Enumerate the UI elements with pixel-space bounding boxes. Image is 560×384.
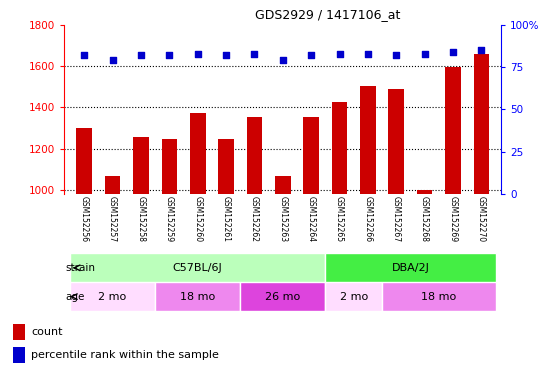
Point	[449, 49, 458, 55]
Point	[80, 52, 88, 58]
Text: GSM152270: GSM152270	[477, 196, 486, 242]
Text: GSM152261: GSM152261	[222, 196, 231, 242]
Bar	[155, 282, 240, 311]
Text: DBA/2J: DBA/2J	[391, 263, 430, 273]
Text: GSM152266: GSM152266	[363, 196, 372, 242]
Point	[307, 52, 316, 58]
Bar	[77, 128, 92, 194]
Bar	[70, 282, 155, 311]
Point	[477, 47, 486, 53]
Text: GSM152256: GSM152256	[80, 196, 88, 242]
Bar	[13, 347, 25, 363]
Bar	[133, 137, 149, 194]
Text: C57BL/6J: C57BL/6J	[173, 263, 222, 273]
Text: 18 mo: 18 mo	[180, 291, 216, 302]
Point	[278, 57, 287, 63]
Point	[165, 52, 174, 58]
Text: GSM152262: GSM152262	[250, 196, 259, 242]
Bar	[13, 324, 25, 340]
Point	[335, 51, 344, 57]
Text: GSM152259: GSM152259	[165, 196, 174, 242]
Bar	[389, 89, 404, 194]
Text: 18 mo: 18 mo	[421, 291, 456, 302]
Bar	[325, 253, 496, 282]
Bar	[246, 117, 262, 194]
Bar	[382, 282, 496, 311]
Text: GSM152264: GSM152264	[307, 196, 316, 242]
Text: GSM152257: GSM152257	[108, 196, 117, 242]
Bar	[332, 102, 347, 194]
Bar	[360, 86, 376, 194]
Text: 26 mo: 26 mo	[265, 291, 300, 302]
Text: GSM152260: GSM152260	[193, 196, 202, 242]
Text: GSM152258: GSM152258	[137, 196, 146, 242]
Bar	[474, 54, 489, 194]
Bar	[105, 176, 120, 194]
Bar	[325, 282, 382, 311]
Text: GSM152265: GSM152265	[335, 196, 344, 242]
Text: GSM152267: GSM152267	[392, 196, 401, 242]
Point	[222, 52, 231, 58]
Point	[137, 52, 146, 58]
Text: strain: strain	[66, 263, 96, 273]
Bar	[445, 67, 461, 194]
Text: GSM152263: GSM152263	[278, 196, 287, 242]
Bar	[304, 117, 319, 194]
Text: 2 mo: 2 mo	[339, 291, 368, 302]
Text: 2 mo: 2 mo	[99, 291, 127, 302]
Text: percentile rank within the sample: percentile rank within the sample	[31, 350, 219, 360]
Bar	[218, 139, 234, 194]
Point	[193, 51, 202, 57]
Point	[250, 51, 259, 57]
Bar	[240, 282, 325, 311]
Text: GSM152269: GSM152269	[449, 196, 458, 242]
Bar	[70, 253, 325, 282]
Point	[108, 57, 117, 63]
Text: GSM152268: GSM152268	[420, 196, 429, 242]
Text: count: count	[31, 327, 63, 337]
Text: GDS2929 / 1417106_at: GDS2929 / 1417106_at	[255, 8, 400, 21]
Bar	[275, 176, 291, 194]
Point	[363, 51, 372, 57]
Text: age: age	[66, 291, 85, 302]
Point	[392, 52, 401, 58]
Bar	[161, 139, 177, 194]
Bar	[417, 190, 432, 194]
Point	[420, 51, 429, 57]
Bar	[190, 113, 206, 194]
